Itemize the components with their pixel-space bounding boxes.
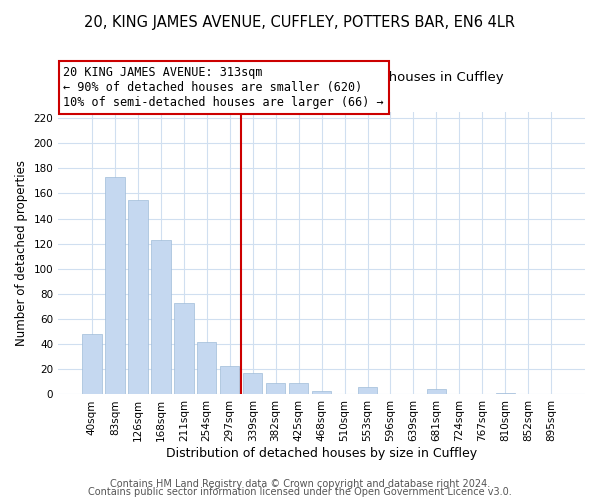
- Bar: [128, 200, 148, 394]
- Text: 20, KING JAMES AVENUE, CUFFLEY, POTTERS BAR, EN6 4LR: 20, KING JAMES AVENUE, CUFFLEY, POTTERS …: [85, 15, 515, 30]
- Bar: [151, 240, 170, 394]
- Bar: [427, 390, 446, 394]
- Bar: [105, 177, 125, 394]
- Bar: [174, 303, 194, 394]
- Title: Size of property relative to detached houses in Cuffley: Size of property relative to detached ho…: [139, 72, 504, 85]
- Bar: [220, 366, 239, 394]
- X-axis label: Distribution of detached houses by size in Cuffley: Distribution of detached houses by size …: [166, 447, 477, 460]
- Bar: [358, 387, 377, 394]
- Bar: [197, 342, 217, 394]
- Bar: [266, 383, 286, 394]
- Text: Contains public sector information licensed under the Open Government Licence v3: Contains public sector information licen…: [88, 487, 512, 497]
- Bar: [243, 373, 262, 394]
- Bar: [289, 383, 308, 394]
- Bar: [496, 393, 515, 394]
- Text: Contains HM Land Registry data © Crown copyright and database right 2024.: Contains HM Land Registry data © Crown c…: [110, 479, 490, 489]
- Y-axis label: Number of detached properties: Number of detached properties: [15, 160, 28, 346]
- Bar: [82, 334, 101, 394]
- Text: 20 KING JAMES AVENUE: 313sqm
← 90% of detached houses are smaller (620)
10% of s: 20 KING JAMES AVENUE: 313sqm ← 90% of de…: [64, 66, 384, 109]
- Bar: [312, 390, 331, 394]
